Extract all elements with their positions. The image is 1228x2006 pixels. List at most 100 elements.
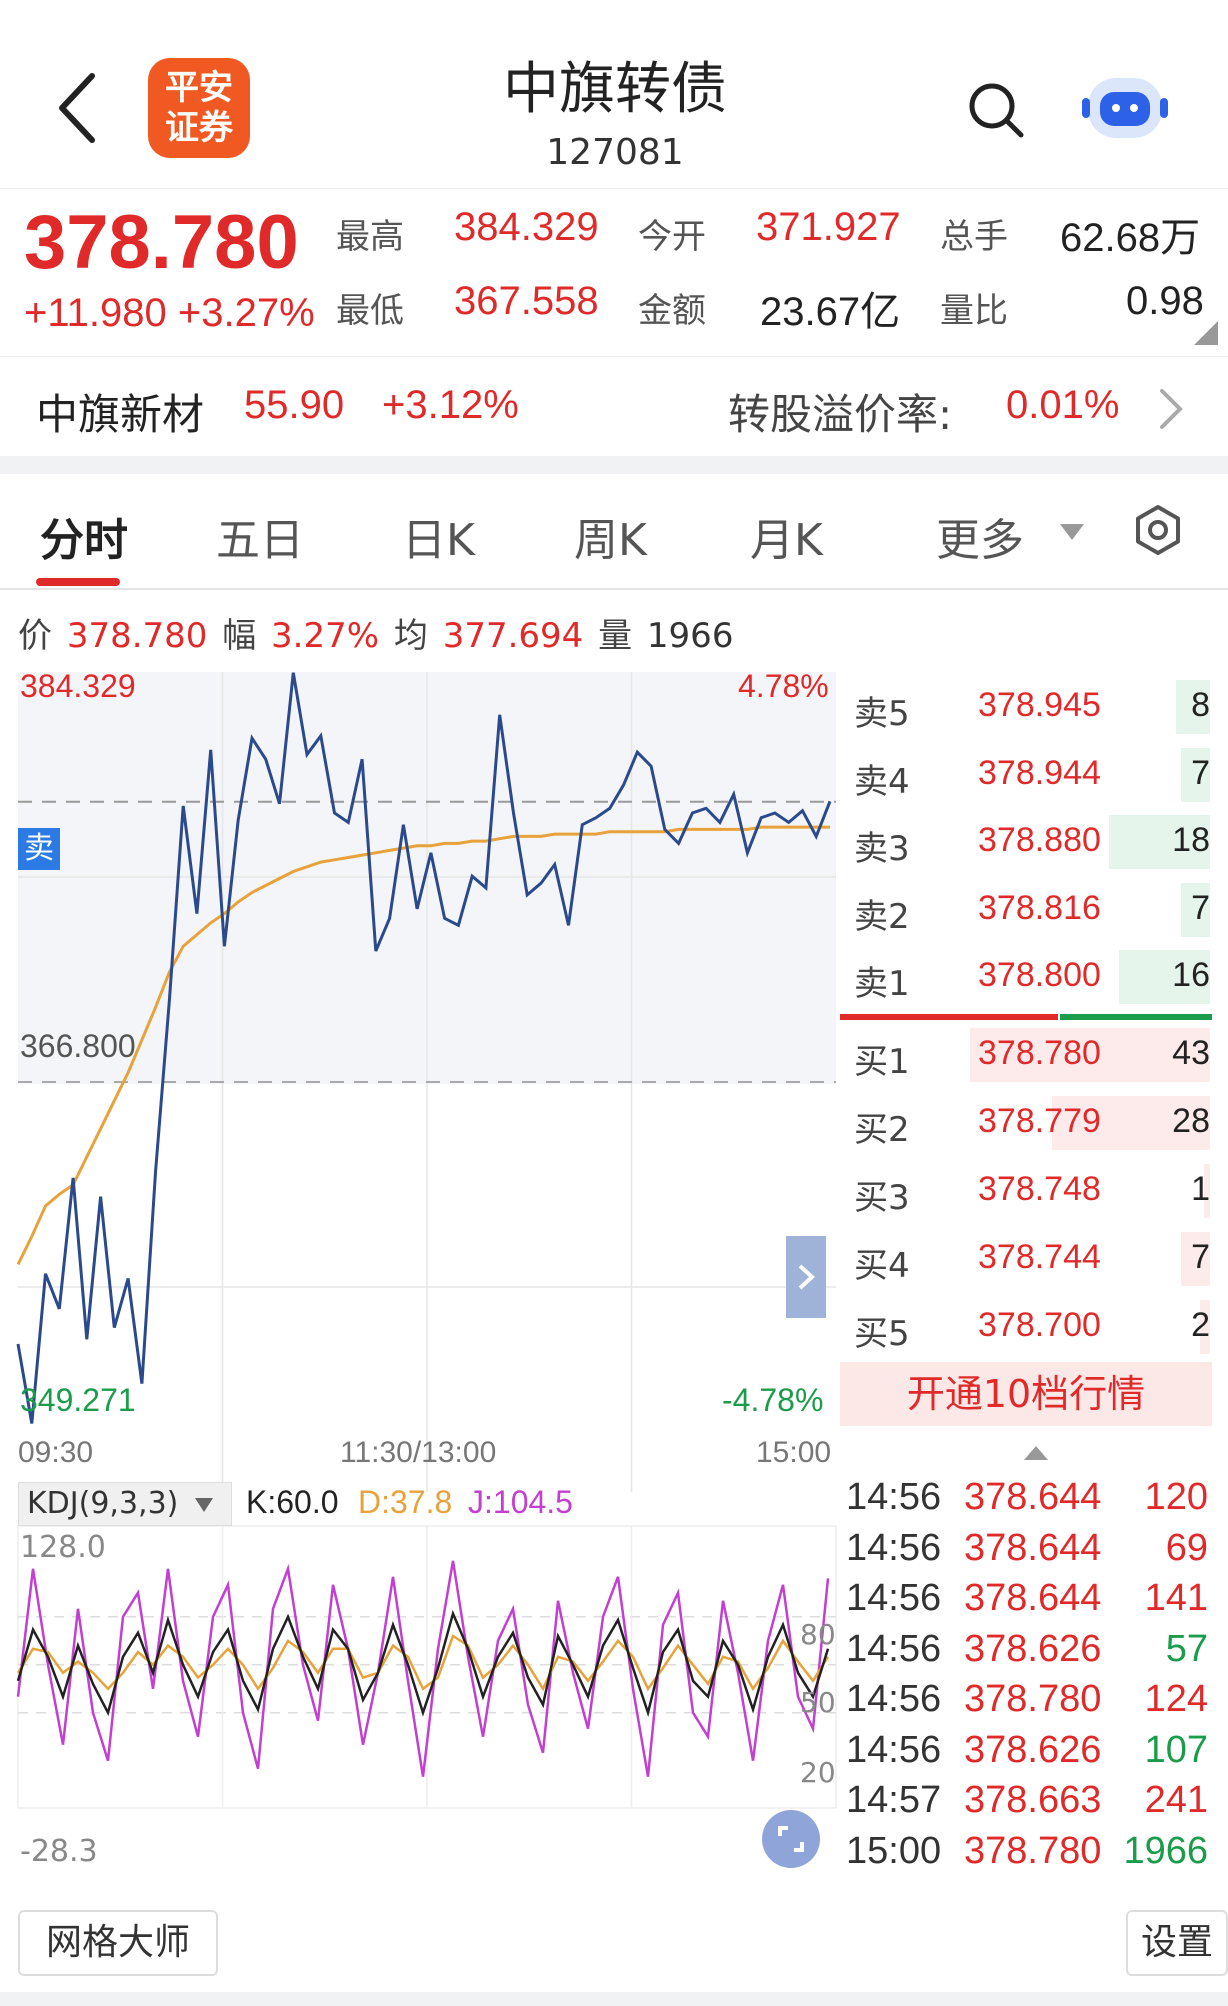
header: 平安 证券 中旗转债 127081 <box>0 0 1228 188</box>
tick-volume: 57 <box>1165 1627 1208 1670</box>
trade-tick-row: 14:56 378.780 124 <box>846 1678 1208 1728</box>
info-amp: 3.27% <box>271 616 380 656</box>
open-label: 今开 <box>638 217 706 257</box>
tab-five-day[interactable]: 五日 <box>216 515 304 566</box>
level-label: 买5 <box>854 1314 910 1354</box>
level-price: 378.945 <box>978 686 1101 724</box>
bid-row[interactable]: 买4 378.744 7 <box>838 1228 1210 1288</box>
pct-axis-max: 4.78% <box>738 668 829 704</box>
tick-time: 14:56 <box>846 1728 942 1771</box>
volume-bar <box>1109 815 1210 869</box>
indicator-selector[interactable]: KDJ(9,3,3) <box>18 1482 232 1526</box>
tick-price: 378.626 <box>964 1627 1102 1670</box>
tab-monthly-k[interactable]: 月K <box>750 515 823 566</box>
amount-label: 金额 <box>638 291 706 331</box>
x-axis-close: 15:00 <box>756 1436 832 1469</box>
tick-time: 14:56 <box>846 1678 942 1720</box>
level-label: 卖4 <box>854 761 910 802</box>
level-label: 买3 <box>854 1178 910 1218</box>
level-volume: 18 <box>1172 821 1210 859</box>
cursor-info-line: 价 378.780 幅 3.27% 均 377.694 量 1966 <box>18 608 737 657</box>
chart-area[interactable] <box>0 660 838 1870</box>
bid-row[interactable]: 买2 378.779 28 <box>838 1092 1210 1152</box>
underlying-stock-row[interactable]: 中旗新材 55.90 +3.12% 转股溢价率: 0.01% <box>0 356 1228 456</box>
ratio-label: 量比 <box>940 291 1008 331</box>
tick-volume: 124 <box>1144 1678 1208 1720</box>
tab-more[interactable]: 更多 <box>936 515 1024 566</box>
grid-master-button[interactable]: 网格大师 <box>18 1910 218 1976</box>
tick-volume: 141 <box>1144 1577 1208 1619</box>
level-volume: 2 <box>1191 1306 1210 1344</box>
level-volume: 7 <box>1191 753 1210 792</box>
pct-axis-min: -4.78% <box>722 1382 824 1418</box>
tab-weekly-k[interactable]: 周K <box>574 515 647 566</box>
tick-price: 378.644 <box>964 1476 1102 1518</box>
active-tab-indicator <box>36 578 120 586</box>
expand-corner-icon[interactable] <box>1194 321 1218 345</box>
tick-time: 14:56 <box>846 1627 942 1670</box>
level-label: 卖5 <box>854 694 910 734</box>
intraday-grid <box>18 672 836 1492</box>
y-axis-max: 384.329 <box>20 668 136 704</box>
ask-row[interactable]: 卖1 378.800 16 <box>838 946 1210 1006</box>
level-price: 378.779 <box>978 1102 1101 1140</box>
level-label: 买4 <box>854 1246 910 1286</box>
tab-intraday[interactable]: 分时 <box>40 515 128 566</box>
tab-daily-k[interactable]: 日K <box>402 515 475 566</box>
volume-bar <box>1181 1232 1210 1286</box>
page-title: 中旗转债 <box>503 57 727 122</box>
bid-row[interactable]: 买3 378.748 1 <box>838 1160 1210 1220</box>
expand-chart-button[interactable] <box>786 1236 826 1318</box>
kdj-j-polyline <box>16 1560 830 1777</box>
volume-bar <box>970 1028 1210 1082</box>
settings-gear-icon[interactable] <box>1132 504 1184 556</box>
chevron-right-icon[interactable] <box>1156 387 1186 431</box>
volume-value: 62.68万 <box>1060 216 1201 260</box>
sell-marker[interactable]: 卖 <box>18 828 60 870</box>
tick-volume: 69 <box>1165 1526 1208 1569</box>
kdj-d-polyline <box>16 1634 830 1692</box>
section-divider <box>0 456 1228 474</box>
bond-code: 127081 <box>546 132 684 173</box>
dropdown-caret-icon[interactable] <box>1058 522 1086 542</box>
tick-volume: 241 <box>1144 1779 1208 1821</box>
chart-tabs: 分时 五日 日K 周K 月K 更多 <box>0 474 1228 590</box>
kdj-level-20: 20 <box>800 1756 836 1789</box>
search-icon[interactable] <box>966 80 1026 140</box>
sell-pressure-bar <box>840 1014 1058 1020</box>
kdj-j-value: J:104.5 <box>468 1484 573 1520</box>
info-avg: 377.694 <box>442 616 584 656</box>
bid-row[interactable]: 买5 378.700 2 <box>838 1296 1210 1356</box>
robot-assistant-icon[interactable] <box>1080 68 1170 146</box>
x-axis-midday: 11:30/13:00 <box>340 1436 497 1469</box>
level-label: 卖3 <box>854 829 910 869</box>
info-avg-label: 均 <box>393 616 428 656</box>
back-chevron-icon[interactable] <box>50 68 110 148</box>
level-volume: 16 <box>1172 956 1210 994</box>
level-label: 卖2 <box>854 896 910 937</box>
low-value: 367.558 <box>454 279 599 323</box>
kdj-title: KDJ(9,3,3) <box>27 1486 179 1521</box>
volume-bar <box>1051 1096 1210 1150</box>
ask-row[interactable]: 卖5 378.945 8 <box>838 676 1210 736</box>
y-axis-min: 349.271 <box>20 1382 136 1418</box>
ask-row[interactable]: 卖3 378.880 18 <box>838 811 1210 871</box>
trade-tick-row: 15:00 378.780 1966 <box>846 1830 1208 1880</box>
ask-row[interactable]: 卖4 378.944 7 <box>838 744 1210 804</box>
fullscreen-button[interactable] <box>762 1810 820 1868</box>
open-level2-button[interactable]: 开通10档行情 <box>840 1362 1212 1426</box>
settings-button[interactable]: 设置 <box>1126 1910 1228 1976</box>
high-value: 384.329 <box>454 205 599 249</box>
bid-row[interactable]: 买1 378.780 43 <box>838 1024 1210 1084</box>
scroll-up-caret-icon[interactable] <box>1022 1444 1050 1462</box>
open-value: 371.927 <box>756 205 901 249</box>
level-volume: 28 <box>1172 1102 1210 1140</box>
info-vol-label: 量 <box>598 616 633 656</box>
ask-row[interactable]: 卖2 378.816 7 <box>838 879 1210 939</box>
tick-time: 15:00 <box>846 1829 942 1872</box>
tick-price: 378.780 <box>964 1829 1102 1872</box>
level-label: 买2 <box>854 1110 910 1150</box>
info-amp-label: 幅 <box>222 616 257 656</box>
level-price: 378.944 <box>978 753 1101 792</box>
kdj-level-80: 80 <box>800 1618 836 1651</box>
